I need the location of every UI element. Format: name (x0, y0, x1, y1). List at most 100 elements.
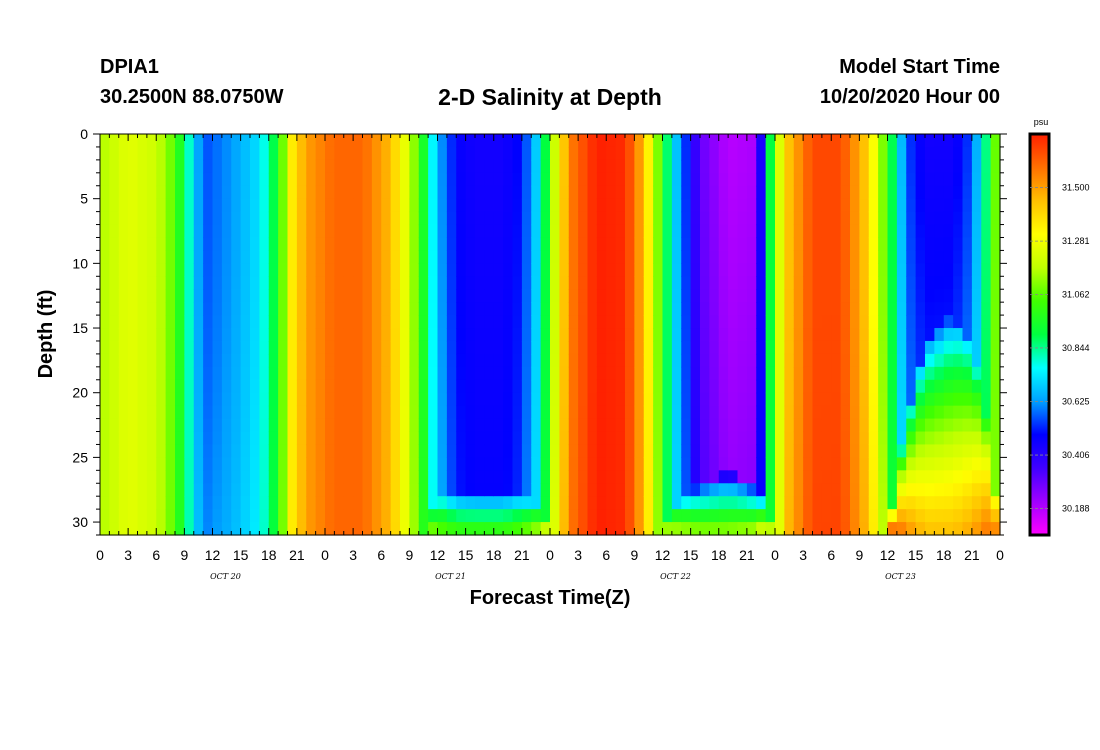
heatmap-cell (587, 289, 598, 303)
heatmap-cell (550, 146, 560, 161)
heatmap-cell (184, 134, 195, 148)
heatmap-cell (165, 405, 176, 420)
heatmap-cell (615, 159, 626, 174)
heatmap-cell (850, 134, 860, 148)
heatmap-cell (278, 340, 289, 355)
heatmap-cell (971, 405, 982, 420)
heatmap-cell (521, 353, 532, 368)
heatmap-cell (100, 315, 110, 329)
heatmap-cell (756, 405, 767, 420)
heatmap-cell (831, 418, 842, 433)
heatmap-cell (503, 353, 514, 368)
heatmap-cell (381, 483, 392, 497)
heatmap-cell (165, 340, 176, 355)
heatmap-cell (793, 146, 804, 161)
heatmap-cell (587, 353, 598, 368)
heatmap-cell (475, 470, 485, 484)
heatmap-cell (212, 263, 223, 277)
colorbar-label: 31.281 (1062, 236, 1090, 246)
heatmap-cell (231, 185, 242, 200)
x-tick-label: 15 (233, 547, 249, 563)
heatmap-cell (962, 340, 973, 355)
x-tick-label: 9 (405, 547, 413, 563)
heatmap-cell (728, 172, 739, 187)
heatmap-cell (362, 522, 373, 536)
heatmap-cell (456, 263, 467, 277)
heatmap-cell (559, 263, 570, 277)
heatmap-cell (775, 509, 785, 523)
heatmap-cell (184, 392, 195, 407)
heatmap-cell (371, 522, 382, 536)
heatmap-cell (306, 172, 317, 187)
heatmap-cell (212, 224, 223, 239)
heatmap-cell (418, 509, 429, 523)
heatmap-cell (437, 328, 448, 342)
heatmap-cell (503, 250, 514, 264)
heatmap-cell (400, 353, 410, 368)
heatmap-cell (146, 289, 157, 303)
heatmap-cell (315, 392, 326, 407)
heatmap-cell (971, 328, 982, 342)
heatmap-cell (343, 405, 354, 420)
heatmap-cell (146, 405, 157, 420)
heatmap-cell (512, 185, 523, 200)
heatmap-cell (662, 366, 673, 381)
heatmap-cell (718, 237, 729, 252)
heatmap-cell (259, 302, 270, 316)
heatmap-cell (878, 418, 889, 433)
heatmap-cell (446, 444, 457, 458)
heatmap-cell (521, 276, 532, 290)
heatmap-cell (634, 250, 645, 264)
heatmap-cell (493, 237, 504, 252)
heatmap-cell (756, 159, 767, 174)
heatmap-cell (634, 496, 645, 510)
heatmap-cell (446, 392, 457, 407)
heatmap-cell (128, 431, 139, 446)
heatmap-cell (559, 366, 570, 381)
heatmap-cell (718, 379, 729, 394)
heatmap-cell (456, 509, 467, 523)
heatmap-cell (690, 328, 701, 342)
heatmap-cell (193, 172, 204, 187)
heatmap-cell (746, 302, 757, 316)
heatmap-cell (812, 159, 823, 174)
heatmap-cell (428, 134, 439, 148)
heatmap-cell (371, 146, 382, 161)
heatmap-cell (587, 328, 598, 342)
heatmap-cell (709, 470, 720, 484)
heatmap-cell (793, 276, 804, 290)
heatmap-cell (446, 172, 457, 187)
heatmap-cell (671, 457, 682, 471)
heatmap-cell (868, 198, 879, 213)
heatmap-cell (756, 496, 767, 510)
heatmap-cell (981, 276, 992, 290)
heatmap-cell (746, 405, 757, 420)
heatmap-cell (578, 379, 589, 394)
heatmap-cell (550, 392, 560, 407)
heatmap-cell (803, 172, 814, 187)
heatmap-cell (325, 302, 335, 316)
heatmap-cell (859, 379, 870, 394)
heatmap-cell (831, 392, 842, 407)
heatmap-cell (587, 315, 598, 329)
heatmap-cell (887, 366, 898, 381)
heatmap-cell (831, 496, 842, 510)
heatmap-cell (615, 328, 626, 342)
heatmap-cell (990, 418, 1001, 433)
heatmap-cell (634, 522, 645, 536)
heatmap-cell (456, 522, 467, 536)
heatmap-cell (353, 431, 364, 446)
heatmap-cell (221, 185, 232, 200)
heatmap-cell (212, 522, 223, 536)
heatmap-cell (859, 340, 870, 355)
heatmap-cell (615, 457, 626, 471)
heatmap-cell (268, 353, 279, 368)
heatmap-cell (184, 379, 195, 394)
heatmap-cell (306, 159, 317, 174)
heatmap-cell (521, 328, 532, 342)
heatmap-cell (484, 470, 495, 484)
heatmap-cell (493, 263, 504, 277)
heatmap-cell (625, 134, 635, 148)
heatmap-cell (953, 250, 964, 264)
